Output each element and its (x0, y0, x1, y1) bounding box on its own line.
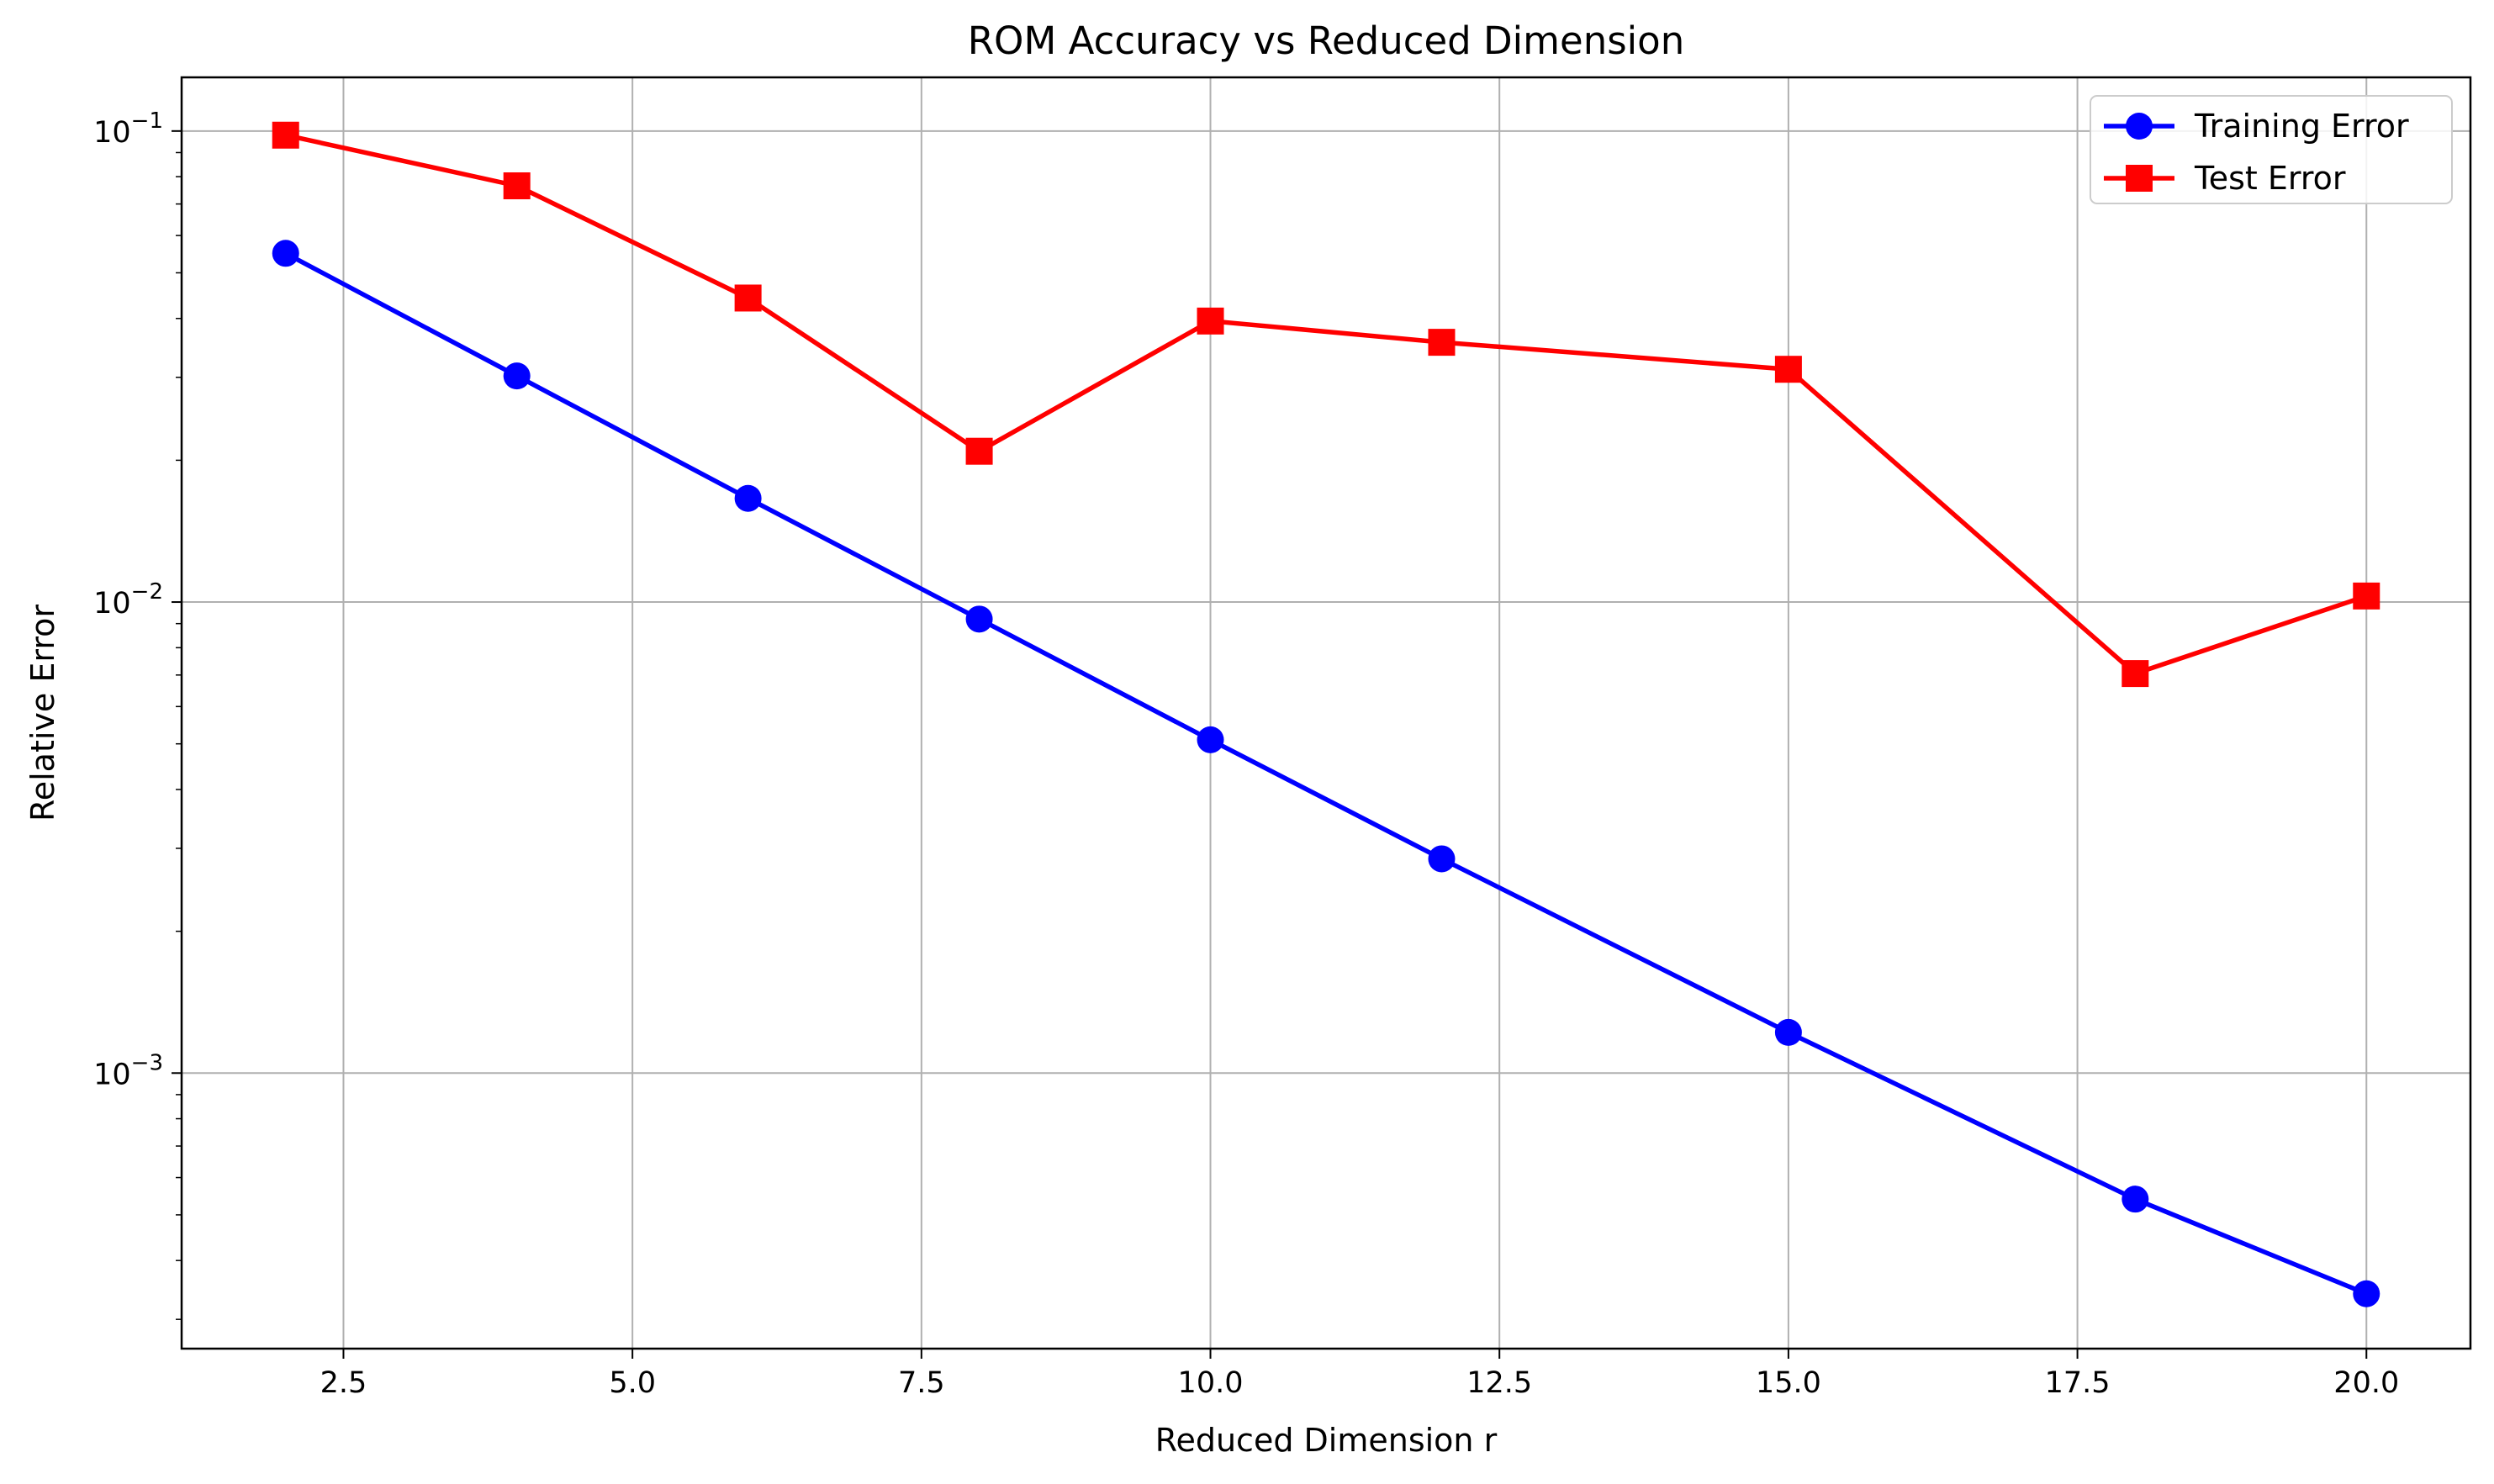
x-tick-label: 15.0 (1756, 1366, 1821, 1400)
x-tick-label: 17.5 (2045, 1366, 2111, 1400)
y-tick-exponent: −1 (131, 108, 163, 134)
data-point-circle (272, 240, 299, 267)
x-tick-label: 12.5 (1466, 1366, 1532, 1400)
x-tick-label: 5.0 (609, 1366, 656, 1400)
data-point-square (1428, 329, 1456, 356)
y-tick-exponent: −2 (131, 579, 163, 605)
data-point-circle (1774, 1018, 1802, 1046)
plot-frame (180, 76, 2472, 1350)
legend: Training Error Test Error (2090, 95, 2453, 204)
chart-title: ROM Accuracy vs Reduced Dimension (968, 18, 1684, 63)
data-point-circle (1197, 726, 1224, 753)
x-tick-label: 20.0 (2333, 1366, 2399, 1400)
legend-label: Training Error (2194, 108, 2409, 145)
data-point-square (2353, 582, 2380, 610)
x-tick-label: 10.0 (1178, 1366, 1244, 1400)
legend-label: Test Error (2194, 160, 2346, 197)
data-point-square (2121, 660, 2149, 688)
data-point-square (1197, 307, 1224, 335)
series-layer (272, 121, 2380, 1307)
legend-marker-square (2126, 165, 2153, 192)
y-axis-label: Relative Error (24, 605, 61, 821)
data-point-square (734, 284, 762, 312)
y-tick-exponent: −3 (131, 1050, 163, 1075)
tick-layer: 2.5 5.0 7.5 10.0 12.5 15.0 17.5 20.010−110−210−… (93, 108, 2399, 1400)
data-point-circle (503, 362, 531, 390)
legend-marker-circle (2126, 113, 2153, 140)
data-point-circle (965, 605, 993, 633)
x-axis-label: Reduced Dimension r (1155, 1422, 1498, 1459)
data-point-square (503, 172, 531, 200)
data-point-circle (2121, 1186, 2149, 1213)
data-point-circle (2353, 1280, 2380, 1307)
data-point-square (272, 121, 299, 149)
data-point-square (965, 437, 993, 465)
data-point-square (1774, 356, 1802, 383)
data-point-circle (1428, 845, 1456, 873)
grid-layer (182, 77, 2470, 1349)
x-tick-label: 2.5 (320, 1366, 367, 1400)
data-point-circle (734, 484, 762, 512)
x-tick-label: 7.5 (898, 1366, 945, 1400)
legend-box (2090, 95, 2453, 204)
